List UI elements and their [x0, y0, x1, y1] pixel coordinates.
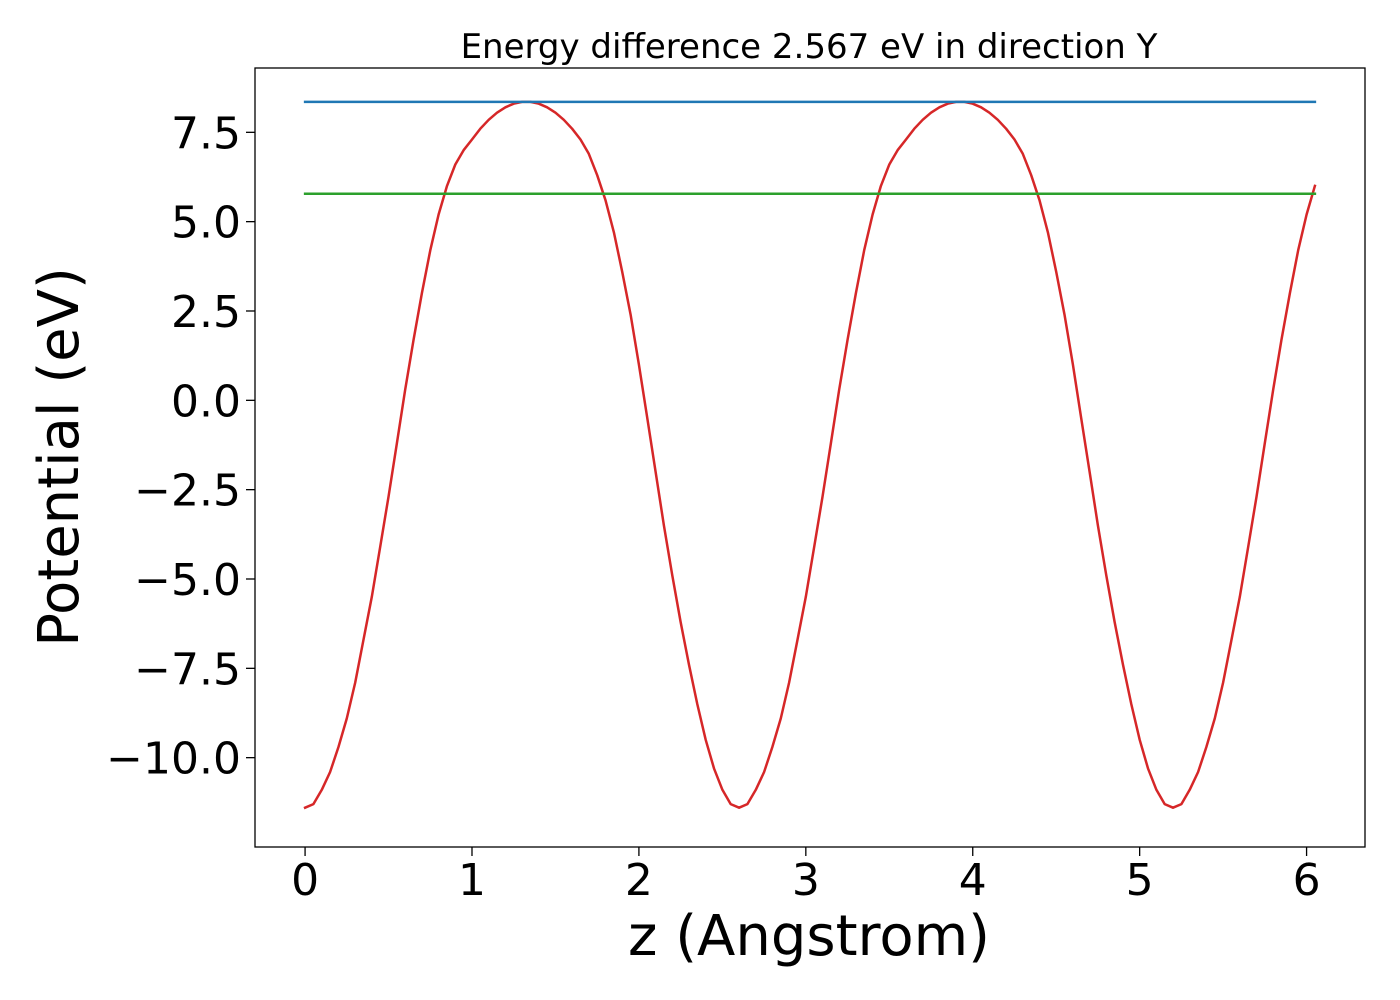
series-line-1: [303, 100, 1317, 810]
plot-frame: [254, 67, 1366, 848]
x-tick-label: 1: [458, 855, 486, 906]
x-tick-label: 5: [1126, 855, 1154, 906]
y-tick-label: −7.5: [134, 644, 241, 695]
y-tick-label: 2.5: [171, 287, 241, 338]
y-axis-label: Potential (eV): [27, 267, 92, 647]
series-layer: [303, 100, 1317, 810]
x-tick-label: 3: [792, 855, 820, 906]
x-axis: 0 1 2 3 4 5 6: [291, 847, 1321, 906]
y-tick-label: −5.0: [134, 555, 241, 606]
y-tick-label: 0.0: [171, 376, 241, 427]
y-tick-label: 5.0: [171, 198, 241, 249]
x-tick-label: 6: [1293, 855, 1321, 906]
x-tick-label: 4: [959, 855, 987, 906]
chart-title: Energy difference 2.567 eV in direction …: [461, 27, 1158, 67]
x-axis-label: z (Angstrom): [628, 904, 990, 969]
y-tick-label: −10.0: [106, 734, 241, 785]
y-axis: 7.5 5.0 2.5 0.0 −2.5 −5.0 −7.5 −10.0: [106, 108, 255, 785]
x-tick-label: 2: [625, 855, 653, 906]
y-tick-label: 7.5: [171, 108, 241, 159]
y-tick-label: −2.5: [134, 466, 241, 517]
x-tick-label: 0: [291, 855, 319, 906]
